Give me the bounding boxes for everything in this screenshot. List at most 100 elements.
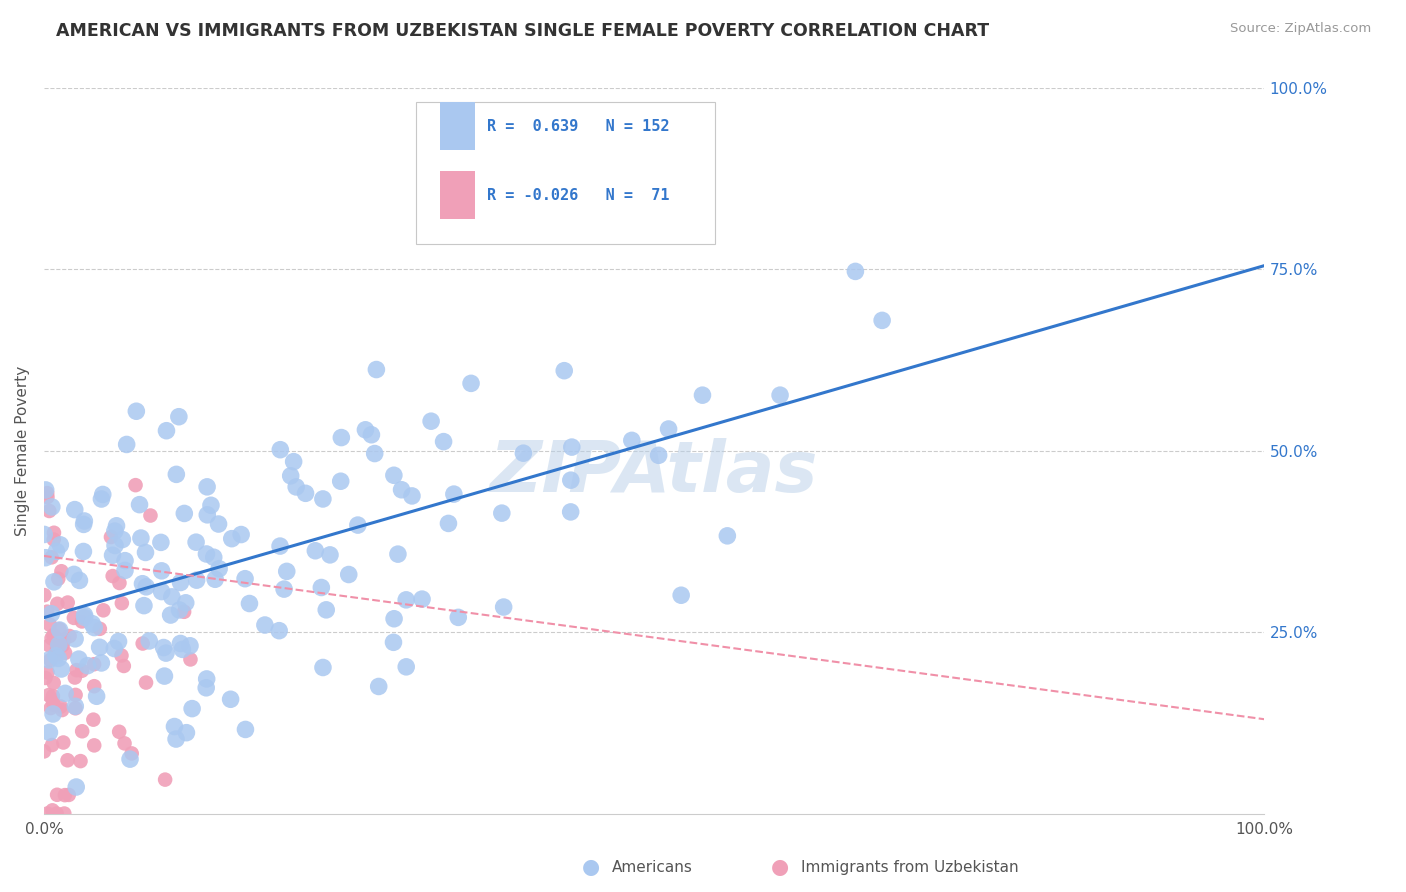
Point (437, 516, 460, 531)
Point (195, 672, 218, 686)
Point (72, 517, 94, 532)
Point (159, 608, 181, 623)
Point (107, 634, 129, 648)
Point (73, 610, 96, 624)
Point (70, 615, 93, 629)
Point (42, 525, 65, 540)
Point (101, 569, 124, 583)
Point (176, 725, 198, 739)
Point (46, 597, 69, 611)
Point (63, 671, 86, 685)
Point (492, 600, 515, 615)
Point (382, 612, 405, 626)
Point (315, 603, 337, 617)
Point (276, 565, 298, 579)
Point (844, 264, 866, 278)
Point (34, 671, 56, 685)
Point (34, 588, 56, 602)
Point (163, 720, 186, 734)
Point (114, 736, 136, 750)
Point (312, 660, 335, 674)
Point (121, 747, 143, 761)
Point (100, 530, 122, 544)
Point (65, 701, 87, 715)
Point (269, 624, 291, 638)
Point (63, 632, 86, 646)
Point (42, 676, 65, 690)
Point (329, 475, 352, 489)
Point (312, 491, 335, 506)
Point (90, 656, 112, 670)
Point (83, 621, 105, 635)
Point (38, 653, 60, 667)
Point (46, 642, 69, 657)
Point (46, 651, 69, 665)
Point (32, 527, 55, 541)
Point (195, 508, 218, 522)
Point (169, 575, 191, 590)
Point (769, 388, 792, 402)
Point (86, 690, 108, 704)
Point (139, 508, 162, 523)
Point (153, 669, 176, 683)
Point (41, 738, 63, 752)
Point (83, 657, 105, 672)
Point (561, 440, 583, 454)
Point (37, 806, 59, 821)
FancyBboxPatch shape (416, 103, 716, 244)
Point (37, 486, 59, 500)
Point (101, 548, 124, 562)
Point (395, 592, 418, 607)
Point (53, 788, 76, 802)
Point (32, 744, 55, 758)
Point (152, 640, 174, 655)
Point (118, 752, 141, 766)
Point (172, 642, 194, 657)
Point (42, 533, 65, 547)
Point (179, 652, 201, 666)
Point (42, 628, 65, 642)
Point (382, 635, 405, 649)
Point (160, 590, 183, 604)
Point (669, 588, 692, 602)
Point (65, 688, 87, 702)
Point (124, 478, 146, 492)
Point (67, 652, 90, 666)
Point (135, 675, 157, 690)
Point (280, 468, 302, 483)
Point (51, 564, 73, 578)
Point (89, 640, 111, 655)
Point (58, 788, 80, 802)
Point (49, 538, 72, 552)
Point (219, 692, 242, 706)
Point (48, 638, 70, 652)
Point (173, 507, 195, 521)
Point (83, 679, 105, 693)
Point (167, 409, 190, 424)
Point (45, 648, 67, 663)
Point (65, 780, 87, 794)
Point (48, 623, 70, 637)
Point (41, 550, 63, 565)
Point (155, 424, 177, 438)
Point (51, 662, 73, 676)
Point (207, 516, 229, 531)
Point (63, 611, 86, 625)
Point (111, 596, 134, 610)
Point (155, 646, 177, 660)
Point (233, 572, 256, 586)
Point (73, 610, 96, 624)
Point (90, 491, 112, 506)
Point (65, 699, 87, 714)
Point (235, 723, 257, 737)
Point (221, 532, 243, 546)
Point (132, 599, 155, 613)
Point (202, 550, 225, 565)
Point (382, 468, 405, 483)
Point (208, 562, 231, 576)
Point (76, 658, 98, 673)
Point (269, 442, 291, 457)
Point (52, 633, 75, 648)
Point (195, 681, 218, 695)
Point (45, 806, 67, 821)
